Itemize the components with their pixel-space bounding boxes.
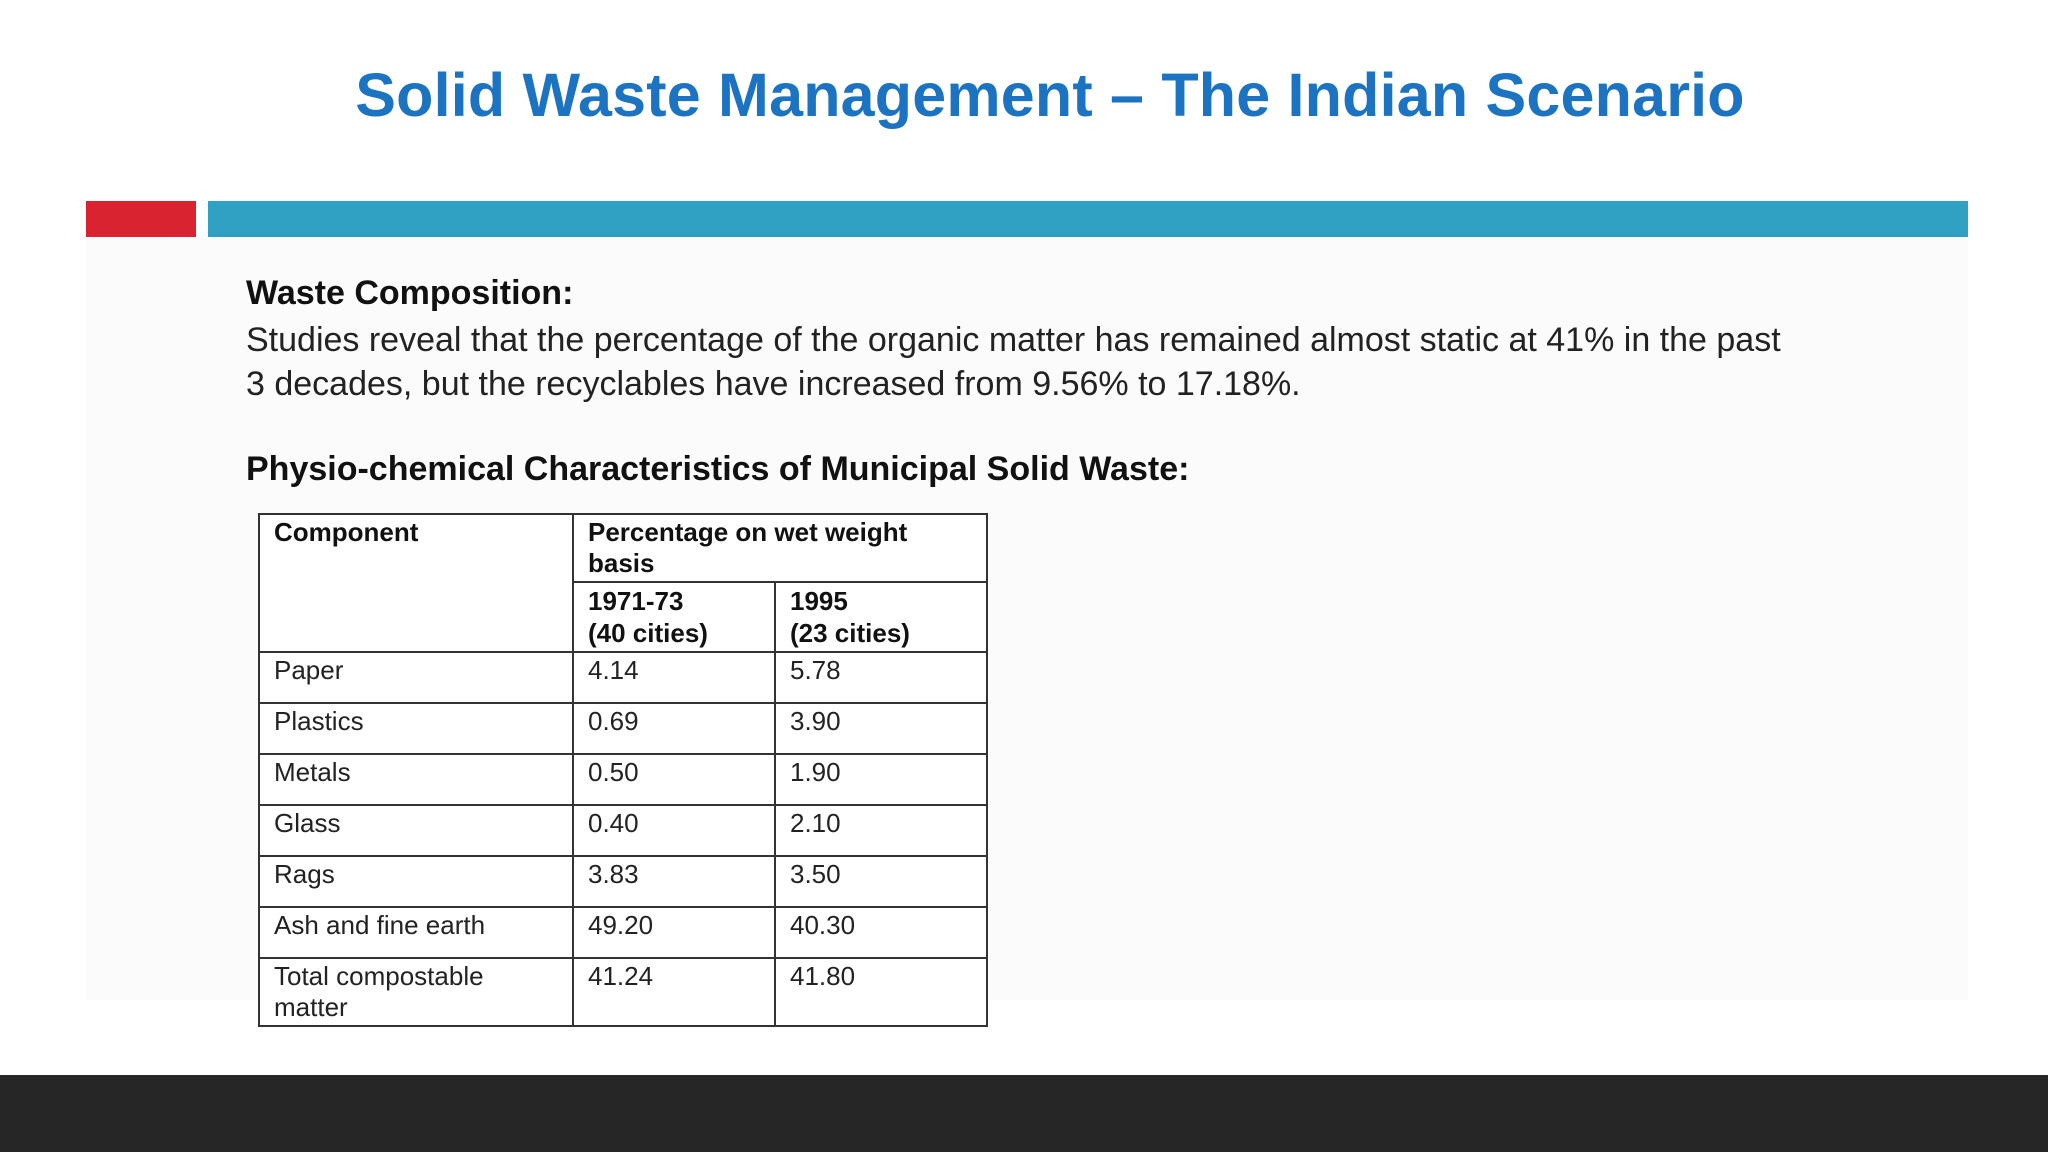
table-row: Metals 0.50 1.90 (258, 753, 988, 806)
value-1995-cell: 41.80 (774, 957, 988, 1027)
component-cell: Plastics (258, 702, 574, 755)
waste-composition-text: Studies reveal that the percentage of th… (246, 318, 1926, 406)
table-row: Paper 4.14 5.78 (258, 651, 988, 704)
value-1971-cell: 3.83 (572, 855, 776, 908)
value-1995-cell: 2.10 (774, 804, 988, 857)
table-row: Glass 0.40 2.10 (258, 804, 988, 857)
table-row: Plastics 0.69 3.90 (258, 702, 988, 755)
waste-composition-text-line1: Studies reveal that the percentage of th… (246, 321, 1781, 359)
year-1995-label: 1995 (790, 586, 848, 616)
accent-bar-red (86, 201, 196, 237)
value-1995-cell: 1.90 (774, 753, 988, 806)
value-1971-cell: 49.20 (572, 906, 776, 959)
year-1995-cities: (23 cities) (790, 618, 910, 648)
percentage-group-header: Percentage on wet weight basis (572, 513, 988, 583)
value-1971-cell: 0.40 (572, 804, 776, 857)
slide: Solid Waste Management – The Indian Scen… (86, 61, 1968, 1027)
value-1971-cell: 0.69 (572, 702, 776, 755)
value-1971-cell: 0.50 (572, 753, 776, 806)
value-1995-cell: 3.50 (774, 855, 988, 908)
year-1971-label: 1971-73 (588, 586, 684, 616)
component-cell: Rags (258, 855, 574, 908)
year-1971-header: 1971-73 (40 cities) (572, 581, 776, 653)
component-cell: Ash and fine earth (258, 906, 574, 959)
table-row: Rags 3.83 3.50 (258, 855, 988, 908)
waste-composition-table: Component Percentage on wet weight basis… (258, 513, 988, 1027)
table-subheader-row: 1971-73 (40 cities) 1995 (23 cities) (259, 581, 988, 653)
value-1995-cell: 40.30 (774, 906, 988, 959)
table-row: Total compostable matter 41.24 41.80 (258, 957, 988, 1027)
value-1995-cell: 5.78 (774, 651, 988, 704)
table-row: Ash and fine earth 49.20 40.30 (258, 906, 988, 959)
waste-composition-heading: Waste Composition: (246, 274, 574, 312)
slide-title: Solid Waste Management – The Indian Scen… (355, 61, 1745, 129)
component-cell: Paper (258, 651, 574, 704)
year-1971-cities: (40 cities) (588, 618, 708, 648)
component-cell: Total compostable matter (258, 957, 574, 1027)
physio-chemical-heading: Physio-chemical Characteristics of Munic… (246, 450, 1190, 488)
value-1971-cell: 4.14 (572, 651, 776, 704)
component-header: Component (258, 513, 574, 653)
accent-bar-teal (208, 201, 1968, 237)
player-bottom-bar (0, 1075, 2048, 1152)
waste-composition-text-line2: 3 decades, but the recyclables have incr… (246, 365, 1301, 403)
table-header-row: Component Percentage on wet weight basis (258, 513, 988, 653)
value-1971-cell: 41.24 (572, 957, 776, 1027)
component-cell: Glass (258, 804, 574, 857)
value-1995-cell: 3.90 (774, 702, 988, 755)
component-cell: Metals (258, 753, 574, 806)
year-1995-header: 1995 (23 cities) (774, 581, 988, 653)
